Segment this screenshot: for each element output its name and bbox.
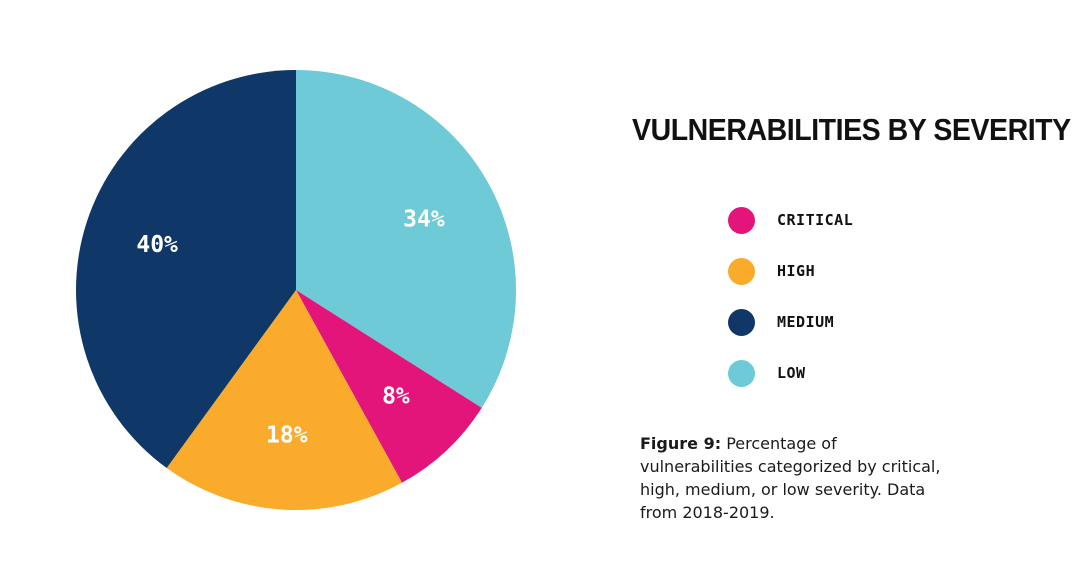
legend-label-high: HIGH <box>777 262 816 280</box>
slice-label-medium: 40% <box>136 232 178 258</box>
pie-chart: 34% 8% 18% 40% <box>76 70 516 510</box>
legend-swatch-critical <box>728 206 755 234</box>
legend-item-medium: MEDIUM <box>728 307 853 337</box>
pie-slice-medium <box>76 70 296 468</box>
pie-slice-critical <box>296 290 482 483</box>
legend-swatch-low <box>728 359 755 387</box>
legend-label-low: LOW <box>777 364 806 382</box>
caption-text: Percentage of vulnerabilities categorize… <box>640 434 941 522</box>
legend-label-medium: MEDIUM <box>777 313 835 331</box>
pie-slice-low <box>296 70 516 408</box>
caption-prefix: Figure 9: <box>640 434 722 453</box>
pie-slice-high <box>166 290 402 510</box>
legend-item-low: LOW <box>728 358 853 388</box>
legend: CRITICAL HIGH MEDIUM LOW <box>728 205 853 409</box>
chart-title: VULNERABILITIES BY SEVERITY <box>632 112 1071 147</box>
figure-caption: Figure 9: Percentage of vulnerabilities … <box>640 432 950 524</box>
legend-item-critical: CRITICAL <box>728 205 853 235</box>
slice-label-high: 18% <box>266 423 308 449</box>
legend-label-critical: CRITICAL <box>777 211 854 229</box>
slice-label-low: 34% <box>403 207 445 233</box>
slice-label-critical: 8% <box>382 383 410 409</box>
legend-swatch-medium <box>728 308 755 336</box>
legend-swatch-high <box>728 257 755 285</box>
legend-item-high: HIGH <box>728 256 853 286</box>
